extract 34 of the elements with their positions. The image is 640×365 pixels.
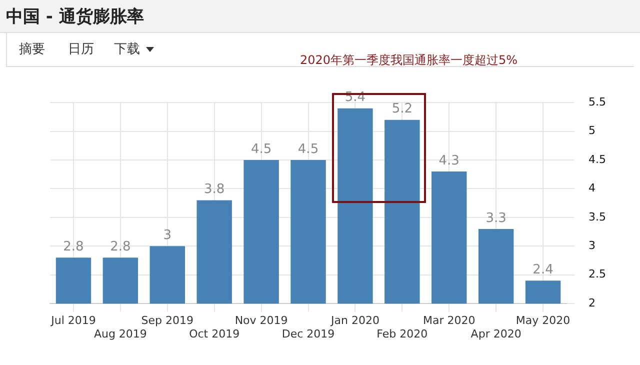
data-label: 3.8: [204, 182, 225, 198]
data-label: 2.8: [110, 240, 131, 255]
x-tick-label: Apr 2020: [470, 327, 522, 340]
x-tick-label: Sep 2019: [141, 314, 194, 328]
y-tick-label: 4.5: [588, 152, 606, 166]
y-tick-label: 5: [588, 124, 596, 138]
data-label: 4.3: [438, 153, 460, 168]
x-tick-label: Oct 2019: [189, 327, 240, 340]
x-tick-label: May 2020: [516, 314, 570, 328]
text: 日历: [56, 33, 106, 66]
y-tick-label: 3: [588, 239, 596, 252]
data-label: 5.2: [392, 102, 413, 117]
x-tick-label: Feb 2020: [376, 327, 428, 340]
y-tick-label: 4: [588, 182, 596, 195]
x-tick-label: Jul 2019: [50, 314, 96, 328]
y-tick-label: 2: [588, 296, 596, 310]
y-tick-label: 3.5: [588, 210, 606, 224]
data-label: 2.8: [63, 240, 84, 255]
x-tick-label: Jan 2020: [330, 314, 380, 328]
data-label: 3.3: [486, 210, 506, 226]
x-tick-label: Nov 2019: [234, 314, 288, 328]
text: 下载: [102, 33, 166, 66]
x-tick-label: Mar 2020: [422, 314, 476, 328]
text: 摘要: [6, 33, 58, 66]
x-tick-label: Dec 2019: [282, 327, 335, 340]
x-tick-label: Aug 2019: [94, 327, 147, 340]
data-label: 4.5: [250, 142, 272, 157]
data-label: 3: [163, 228, 172, 244]
y-tick-label: 5.5: [588, 95, 606, 108]
data-label: 2.4: [532, 262, 554, 278]
y-tick-label: 2.5: [588, 268, 606, 281]
data-label: 4.5: [298, 142, 319, 157]
text: 2020年第一季度我国通胀率一度超过5%: [300, 52, 518, 69]
chart-title: 中国 - 通货膨胀率: [6, 6, 144, 28]
